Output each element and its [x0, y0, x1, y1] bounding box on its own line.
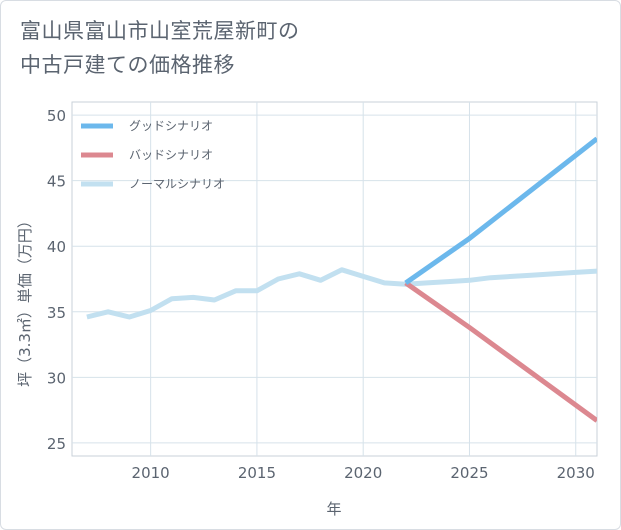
- y-tick-label: 40: [47, 238, 66, 256]
- y-tick-label: 45: [47, 173, 66, 191]
- series-lines: [86, 136, 597, 423]
- series-line-2: [86, 267, 597, 320]
- tick-labels: 2010 2015 2020 2025 2030 25 30 35 40 45 50: [47, 107, 595, 482]
- y-tick-label: 50: [47, 107, 66, 125]
- x-tick-label: 2010: [132, 464, 170, 482]
- y-tick-label: 25: [47, 435, 66, 453]
- series-line-1: [404, 280, 597, 423]
- y-tick-label: 35: [47, 304, 66, 322]
- legend-label-0: グッドシナリオ: [129, 119, 213, 133]
- legend-label-2: ノーマルシナリオ: [129, 177, 225, 191]
- legend-label-1: バッドシナリオ: [129, 148, 213, 162]
- x-tick-label: 2020: [344, 464, 382, 482]
- x-axis-label: 年: [326, 500, 341, 518]
- x-tick-label: 2030: [557, 464, 595, 482]
- series-line-0: [404, 136, 597, 285]
- x-tick-label: 2015: [238, 464, 276, 482]
- chart-title: 富山県富山市山室荒屋新町の 中古戸建ての価格推移: [20, 14, 580, 82]
- title-line-2: 中古戸建ての価格推移: [20, 53, 235, 77]
- title-line-1: 富山県富山市山室荒屋新町の: [20, 19, 300, 43]
- y-axis-label: 坪（3.3㎡）単価（万円）: [16, 213, 34, 387]
- y-tick-label: 30: [47, 369, 66, 387]
- x-tick-label: 2025: [450, 464, 488, 482]
